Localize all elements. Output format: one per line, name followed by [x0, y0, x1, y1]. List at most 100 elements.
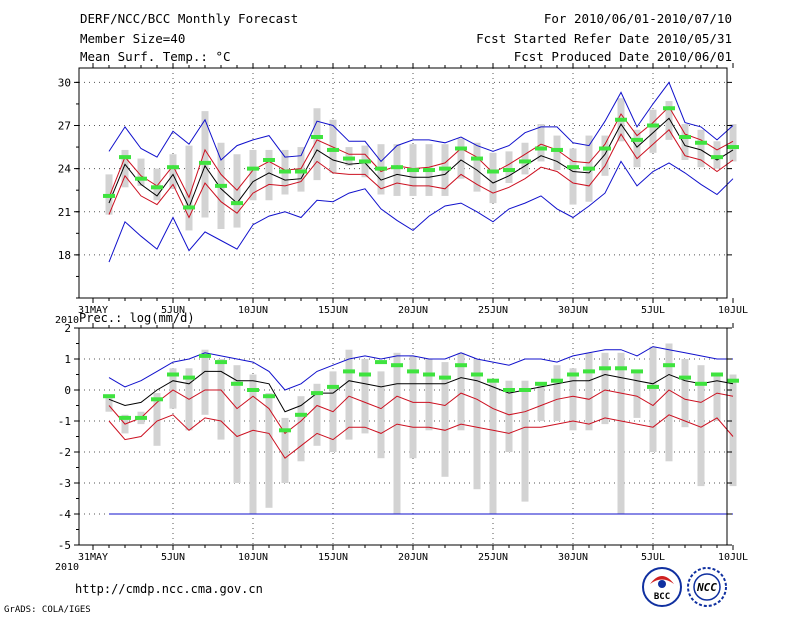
y-tick-label: 0: [64, 384, 71, 397]
member-size: Member Size=40: [80, 31, 186, 46]
ensemble-marker: [487, 378, 499, 383]
ensemble-marker: [215, 360, 227, 365]
ensemble-marker: [151, 185, 163, 190]
ensemble-marker: [183, 205, 195, 210]
x-tick-label: 10JUL: [718, 305, 748, 316]
spread-box: [169, 154, 177, 189]
ensemble-marker: [343, 156, 355, 161]
ensemble-marker: [647, 123, 659, 128]
x-tick-label: 5JUL: [641, 305, 665, 316]
ensemble-marker: [647, 384, 659, 389]
variable-label: Mean Surf. Temp.: °C: [80, 49, 231, 64]
ensemble-marker: [311, 391, 323, 396]
spread-box: [281, 417, 289, 483]
y-tick-label: -5: [58, 539, 71, 552]
y-tick-label: 27: [58, 120, 71, 133]
ensemble-marker: [247, 166, 259, 171]
ensemble-marker: [455, 363, 467, 368]
spread-box: [297, 396, 305, 462]
ensemble-marker: [599, 146, 611, 151]
spread-box: [105, 396, 113, 412]
grads-credit: GrADS: COLA/IGES: [4, 605, 91, 615]
ensemble-marker: [503, 388, 515, 392]
plot-frame: [78, 67, 728, 299]
spread-box: [713, 141, 721, 169]
spread-box: [169, 368, 177, 409]
ensemble-marker: [583, 369, 595, 374]
ensemble-marker: [727, 378, 739, 383]
ensemble-marker: [279, 428, 291, 433]
spread-box: [313, 383, 321, 446]
ensemble-marker: [407, 369, 419, 374]
spread-box: [505, 380, 513, 452]
spread-box: [217, 359, 225, 440]
spread-box: [489, 152, 497, 204]
ensemble-marker: [167, 165, 179, 170]
ensemble-marker: [711, 372, 723, 377]
spread-box: [153, 393, 161, 446]
spread-box: [537, 383, 545, 421]
title-line-1: DERF/NCC/BCC Monthly Forecast: [80, 11, 299, 26]
plot-frame: [78, 327, 728, 546]
spread-box: [521, 380, 529, 502]
ensemble-marker: [231, 381, 243, 386]
x-tick-label: 10JUN: [238, 552, 268, 563]
ensemble-marker: [407, 168, 419, 173]
ensemble-marker: [423, 168, 435, 173]
ensemble-marker: [103, 193, 115, 198]
ensemble-marker: [295, 412, 307, 417]
ensemble-marker: [679, 135, 691, 139]
y-tick-label: 24: [58, 163, 72, 176]
spread-box: [153, 168, 161, 201]
logos: BCC NCC: [642, 567, 727, 607]
x-tick-label: 5JUN: [161, 305, 185, 316]
x-tick-label: 20JUN: [398, 305, 428, 316]
series-line-min: [108, 160, 734, 263]
spread-box: [505, 151, 513, 183]
ensemble-marker: [439, 166, 451, 171]
series-line-max: [108, 346, 733, 391]
ensemble-marker: [263, 158, 275, 162]
y-tick-label: -2: [58, 446, 71, 459]
produced-date: Fcst Produced Date 2010/06/01: [513, 49, 732, 64]
source-url[interactable]: http://cmdp.ncc.cma.gov.cn: [75, 582, 263, 596]
spread-box: [393, 352, 401, 514]
spread-box: [521, 142, 529, 175]
spread-box: [729, 374, 737, 487]
ensemble-marker: [583, 166, 595, 171]
ensemble-marker: [375, 360, 387, 365]
spread-box: [697, 129, 705, 168]
spread-box: [553, 365, 561, 421]
ensemble-marker: [631, 369, 643, 374]
spread-box: [457, 352, 465, 431]
ensemble-marker: [727, 145, 739, 150]
spread-box: [665, 101, 673, 140]
x-tick-label: 15JUN: [318, 552, 348, 563]
spread-box: [697, 365, 705, 487]
ensemble-marker: [119, 415, 131, 420]
spread-box: [121, 149, 129, 188]
ensemble-marker: [535, 381, 547, 386]
x-tick-label: 10JUL: [718, 552, 748, 563]
spread-box: [249, 374, 257, 514]
spread-box: [313, 108, 321, 181]
ensemble-marker: [199, 353, 211, 358]
ensemble-marker: [327, 147, 339, 152]
ensemble-marker: [119, 155, 131, 160]
ensemble-marker: [279, 169, 291, 174]
y-tick-label: 1: [64, 353, 71, 366]
spread-box: [601, 135, 609, 176]
ensemble-marker: [615, 117, 627, 122]
ensemble-marker: [519, 388, 531, 392]
x-tick-label: 10JUN: [238, 305, 268, 316]
y-tick-label: 21: [58, 206, 71, 219]
spread-box: [377, 371, 385, 459]
ensemble-marker: [215, 183, 227, 188]
ensemble-marker: [631, 137, 643, 142]
ensemble-marker: [487, 169, 499, 174]
ensemble-marker: [295, 169, 307, 174]
series-line-mean_plus_sd: [108, 389, 734, 435]
bcc-logo-text: BCC: [654, 592, 670, 602]
x-tick-label: 31MAY: [78, 305, 108, 316]
